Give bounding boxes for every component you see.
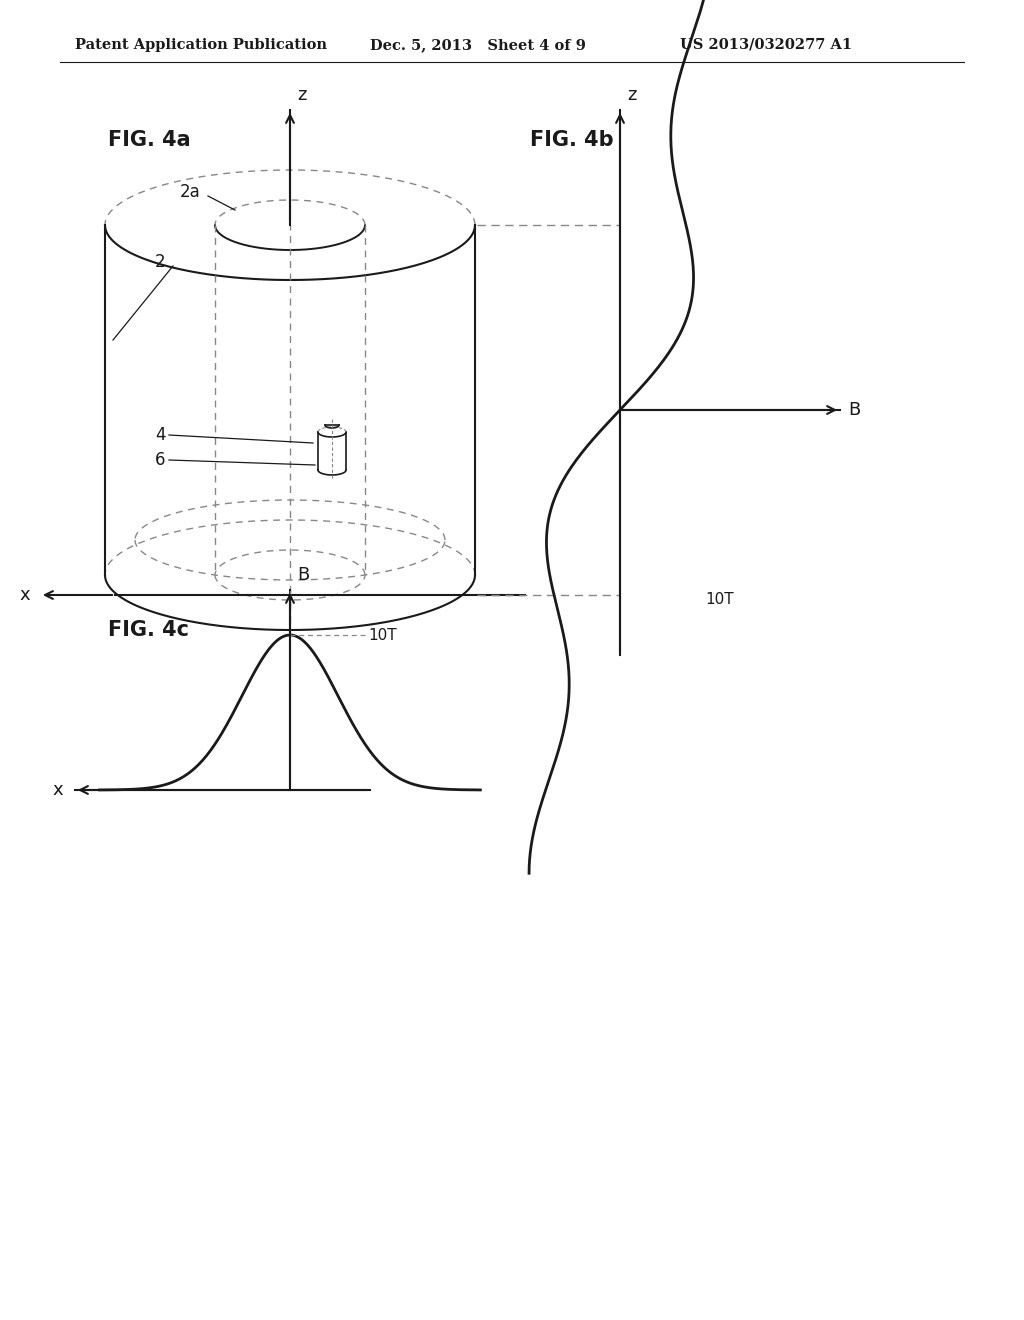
- Text: Patent Application Publication: Patent Application Publication: [75, 38, 327, 51]
- Text: 4: 4: [155, 426, 166, 444]
- Text: US 2013/0320277 A1: US 2013/0320277 A1: [680, 38, 852, 51]
- Text: 10T: 10T: [705, 593, 733, 607]
- Text: x: x: [19, 586, 30, 605]
- Text: FIG. 4a: FIG. 4a: [108, 129, 190, 150]
- Text: Dec. 5, 2013   Sheet 4 of 9: Dec. 5, 2013 Sheet 4 of 9: [370, 38, 586, 51]
- Text: B: B: [848, 401, 860, 418]
- Text: FIG. 4c: FIG. 4c: [108, 620, 189, 640]
- Text: 10T: 10T: [368, 627, 396, 643]
- Text: x: x: [52, 781, 63, 799]
- Text: 6: 6: [155, 451, 166, 469]
- Text: z: z: [627, 86, 636, 104]
- Text: FIG. 4b: FIG. 4b: [530, 129, 613, 150]
- Text: 2: 2: [155, 253, 166, 271]
- Text: z: z: [297, 86, 306, 104]
- Text: B: B: [297, 566, 309, 583]
- Text: 2a: 2a: [180, 183, 201, 201]
